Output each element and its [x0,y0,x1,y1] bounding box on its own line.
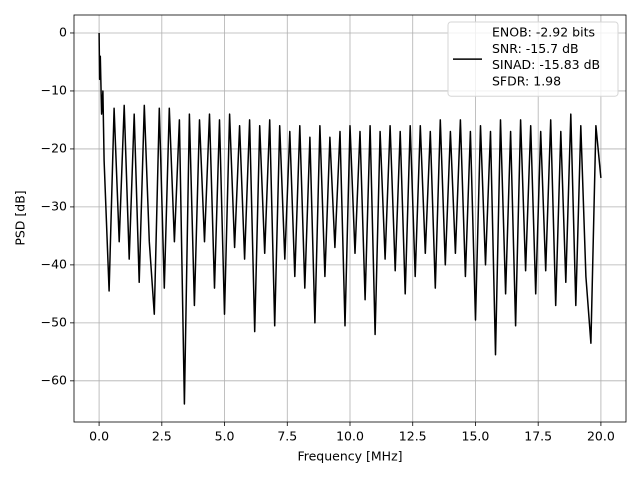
y-tick-label: 0 [59,24,67,39]
x-tick-label: 20.0 [587,429,615,444]
y-tick-label: −60 [41,372,67,387]
x-tick-label: 5.0 [215,429,235,444]
y-axis-label: PSD [dB] [13,190,28,245]
x-tick-label: 17.5 [524,429,552,444]
legend-label: ENOB: -2.92 bits [492,25,595,40]
x-tick-label: 7.5 [277,429,297,444]
y-tick-label: −10 [41,82,67,97]
x-tick-label: 0.0 [89,429,109,444]
x-tick-label: 15.0 [462,429,490,444]
y-tick-label: −20 [41,140,67,155]
plot-frame [73,14,627,423]
legend-label: SFDR: 1.98 [492,73,561,88]
y-tick-label: −50 [41,314,67,329]
x-tick-label: 2.5 [152,429,172,444]
x-axis-label: Frequency [MHz] [297,449,402,464]
legend-label: SNR: -15.7 dB [492,41,579,56]
y-tick-label: −40 [41,256,67,271]
legend-box [447,21,619,97]
psd-line [98,32,602,405]
x-tick-label: 12.5 [399,429,427,444]
x-tick-label: 10.0 [336,429,364,444]
legend-label: SINAD: -15.83 dB [492,57,600,72]
y-tick-label: −30 [41,198,67,213]
